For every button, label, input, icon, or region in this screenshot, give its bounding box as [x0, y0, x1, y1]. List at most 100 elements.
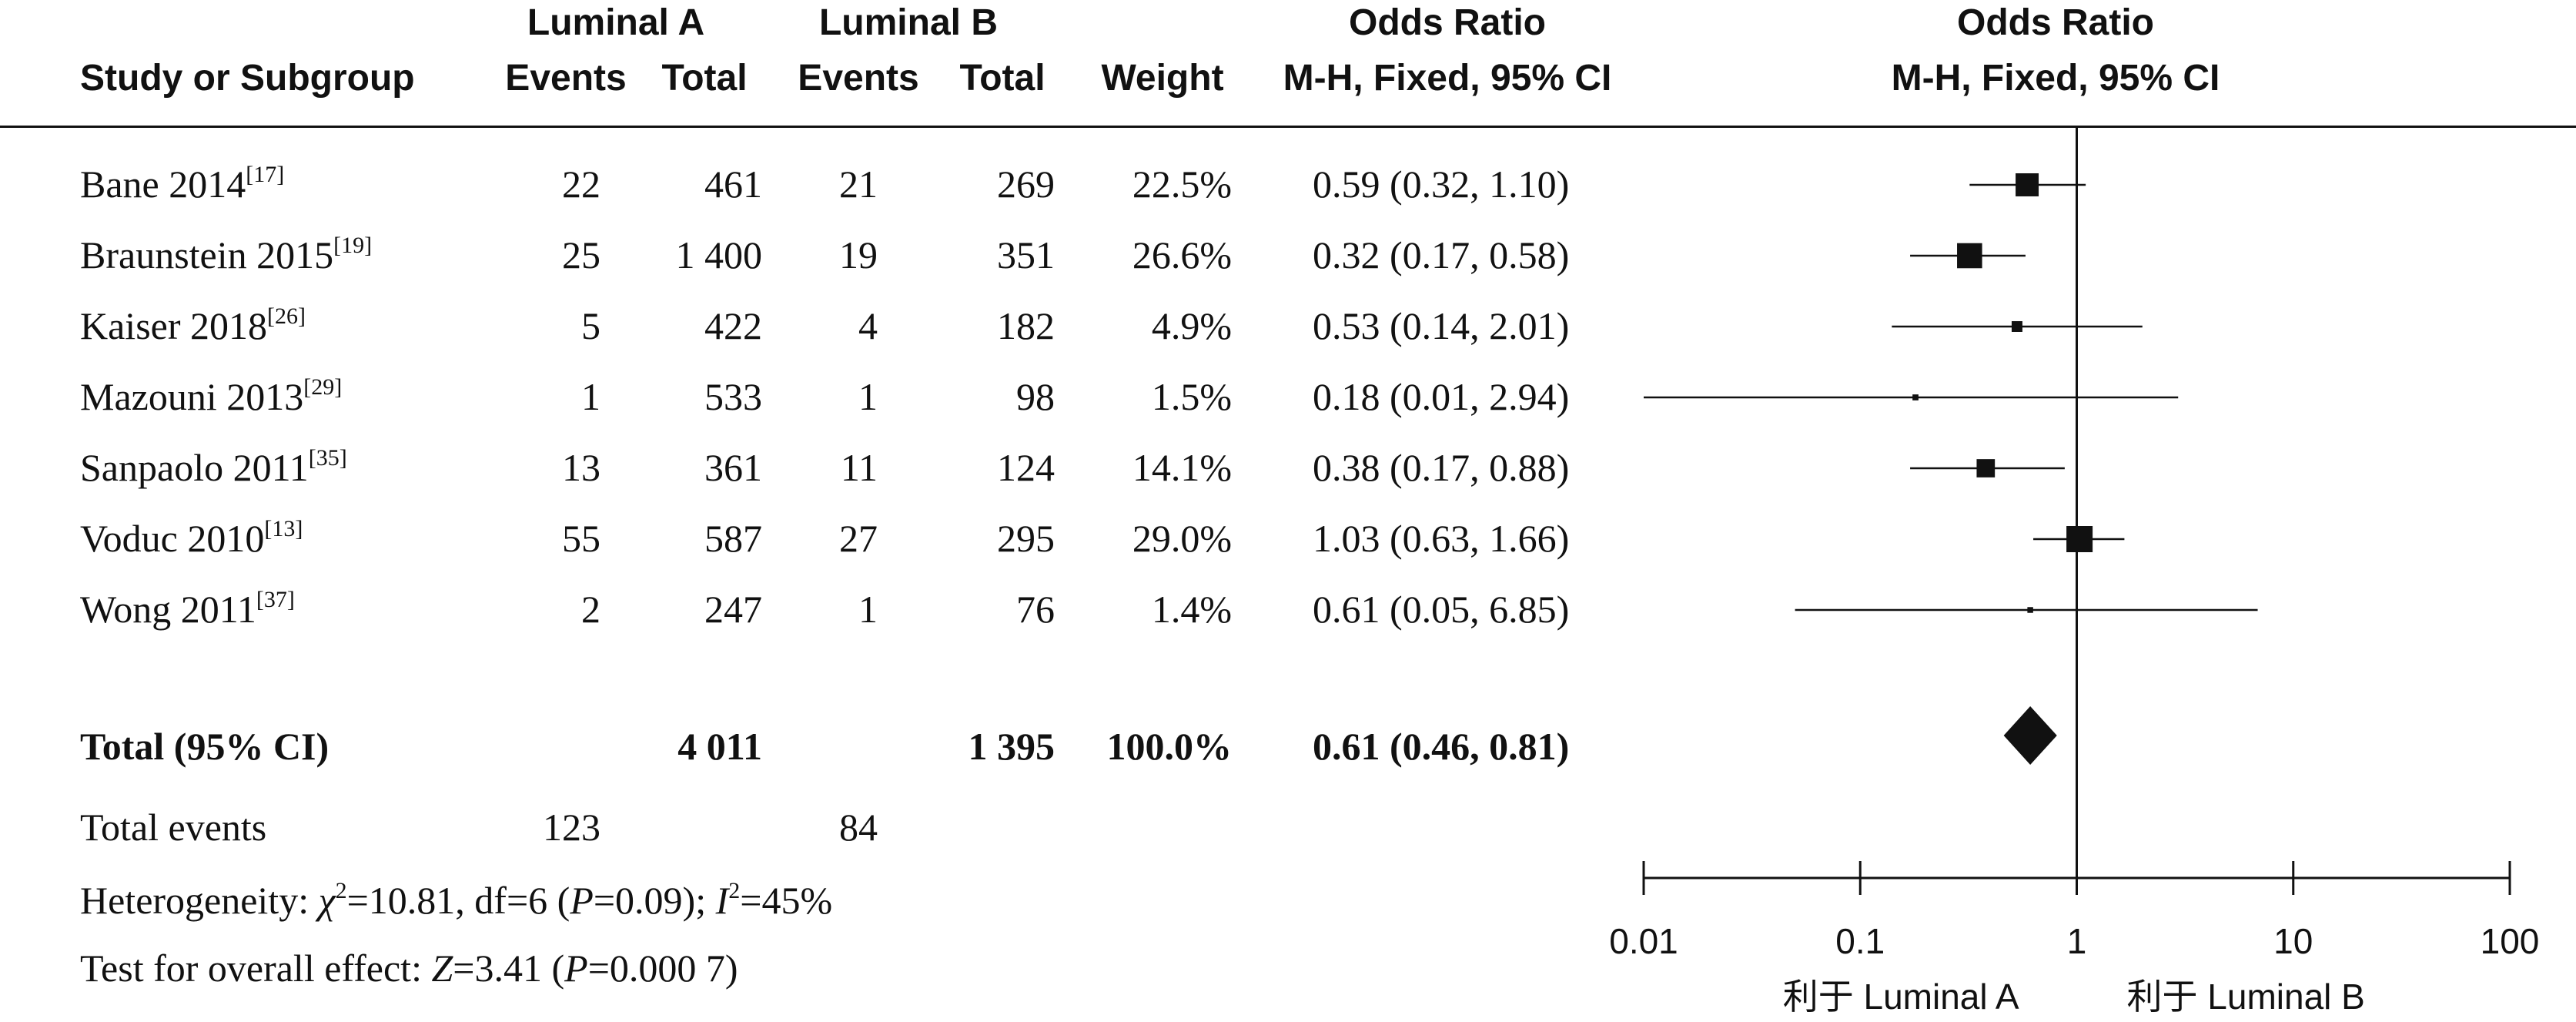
total-label: Total (95% CI): [80, 725, 330, 768]
b-total-header: Total: [959, 58, 1045, 99]
b-total-cell: 124: [997, 446, 1055, 489]
or-method-header: M-H, Fixed, 95% CI: [1283, 58, 1612, 99]
total-or-ci: 0.61 (0.46, 0.81): [1313, 725, 1570, 768]
a-total-cell: 247: [704, 588, 762, 631]
or-square: [2011, 321, 2022, 332]
a-events-cell: 1: [581, 375, 601, 418]
a-total-cell: 587: [704, 517, 762, 560]
weight-header: Weight: [1101, 58, 1224, 99]
group2-header: Luminal B: [818, 2, 998, 43]
b-total-cell: 98: [1016, 375, 1055, 418]
weight-cell: 14.1%: [1132, 446, 1232, 489]
weight-cell: 1.5%: [1151, 375, 1232, 418]
or-ci-cell: 0.61 (0.05, 6.85): [1313, 588, 1570, 631]
pooled-diamond: [2003, 706, 2057, 765]
b-total-cell: 269: [997, 163, 1055, 206]
study-name: Mazouni 2013[29]: [80, 374, 342, 419]
or-square: [1957, 243, 1982, 269]
study-name: Kaiser 2018[26]: [80, 303, 306, 348]
b-total-cell: 295: [997, 517, 1055, 560]
total-events-a: 123: [543, 806, 601, 849]
a-total-cell: 461: [704, 163, 762, 206]
favours-right-label: 利于 Luminal B: [2127, 977, 2365, 1017]
or-square: [2066, 526, 2093, 552]
weight-cell: 22.5%: [1132, 163, 1232, 206]
or-ci-cell: 0.53 (0.14, 2.01): [1313, 304, 1570, 347]
or-square: [1912, 394, 1919, 400]
b-total-cell: 351: [997, 233, 1055, 276]
study-reference: [29]: [303, 374, 343, 400]
total-events-b: 84: [839, 806, 878, 849]
study-name-text: Bane 2014: [80, 163, 246, 206]
study-name-text: Kaiser 2018: [80, 304, 267, 347]
weight-cell: 1.4%: [1151, 588, 1232, 631]
or-ci-cell: 1.03 (0.63, 1.66): [1313, 517, 1570, 560]
study-name-text: Voduc 2010: [80, 517, 265, 560]
a-events-header: Events: [505, 58, 627, 99]
or-ci-cell: 0.59 (0.32, 1.10): [1313, 163, 1570, 206]
study-name-text: Braunstein 2015: [80, 233, 334, 276]
total-weight: 100.0%: [1106, 725, 1233, 768]
b-events-cell: 1: [858, 375, 878, 418]
x-tick-label: 100: [2481, 921, 2540, 961]
or-square: [2027, 607, 2033, 613]
b-events-cell: 11: [840, 446, 878, 489]
weight-cell: 4.9%: [1151, 304, 1232, 347]
b-total-cell: 182: [997, 304, 1055, 347]
study-name-text: Mazouni 2013: [80, 375, 304, 418]
study-name-text: Wong 2011: [80, 588, 256, 631]
a-total-cell: 422: [704, 304, 762, 347]
overall-effect-text: Test for overall effect: Z=3.41 (P=0.000…: [80, 947, 738, 990]
a-events-cell: 13: [562, 446, 601, 489]
header-rule: [0, 126, 2576, 128]
study-reference: [17]: [246, 162, 285, 187]
weight-cell: 26.6%: [1132, 233, 1232, 276]
study-reference: [19]: [333, 233, 373, 258]
study-reference: [13]: [264, 516, 303, 541]
study-name: Braunstein 2015[19]: [80, 233, 372, 277]
total-a-total: 4 011: [677, 725, 762, 768]
a-events-cell: 25: [562, 233, 601, 276]
study-name-text: Sanpaolo 2011: [80, 446, 309, 489]
study-reference: [35]: [308, 445, 347, 471]
study-reference: [26]: [267, 303, 306, 329]
a-total-cell: 1 400: [675, 233, 763, 276]
or-ci-cell: 0.32 (0.17, 0.58): [1313, 233, 1570, 276]
study-name: Wong 2011[37]: [80, 587, 295, 632]
total-events-label: Total events: [80, 806, 267, 849]
study-reference: [37]: [256, 587, 295, 612]
a-events-cell: 2: [581, 588, 601, 631]
x-tick-label: 1: [2067, 921, 2087, 961]
a-events-cell: 22: [562, 163, 601, 206]
b-events-cell: 27: [839, 517, 878, 560]
b-events-cell: 21: [839, 163, 878, 206]
total-b-total: 1 395: [968, 725, 1055, 768]
study-name: Voduc 2010[13]: [80, 516, 303, 561]
b-events-cell: 4: [858, 304, 878, 347]
plot-title: Odds Ratio: [1956, 2, 2154, 43]
study-name: Sanpaolo 2011[35]: [80, 445, 347, 490]
study-name: Bane 2014[17]: [80, 162, 284, 206]
or-square: [1976, 459, 1996, 477]
b-events-header: Events: [798, 58, 919, 99]
b-events-cell: 1: [858, 588, 878, 631]
x-tick-label: 0.1: [1835, 921, 1885, 961]
x-tick-label: 10: [2273, 921, 2313, 961]
a-events-cell: 55: [562, 517, 601, 560]
or-ci-cell: 0.38 (0.17, 0.88): [1313, 446, 1570, 489]
study-column-header: Study or Subgroup: [80, 58, 415, 99]
group1-header: Luminal A: [527, 2, 705, 43]
or-ci-cell: 0.18 (0.01, 2.94): [1313, 375, 1570, 418]
or-square: [2016, 173, 2039, 196]
favours-left-label: 利于 Luminal A: [1783, 977, 2019, 1017]
x-tick-label: 0.01: [1609, 921, 1678, 961]
a-total-header: Total: [661, 58, 748, 99]
b-events-cell: 19: [839, 233, 878, 276]
a-events-cell: 5: [581, 304, 601, 347]
a-total-cell: 361: [704, 446, 762, 489]
heterogeneity-text: Heterogeneity: χ2=10.81, df=6 (P=0.09); …: [80, 878, 833, 922]
or-column-title: Odds Ratio: [1348, 2, 1546, 43]
b-total-cell: 76: [1016, 588, 1055, 631]
plot-method-header: M-H, Fixed, 95% CI: [1891, 58, 2220, 99]
